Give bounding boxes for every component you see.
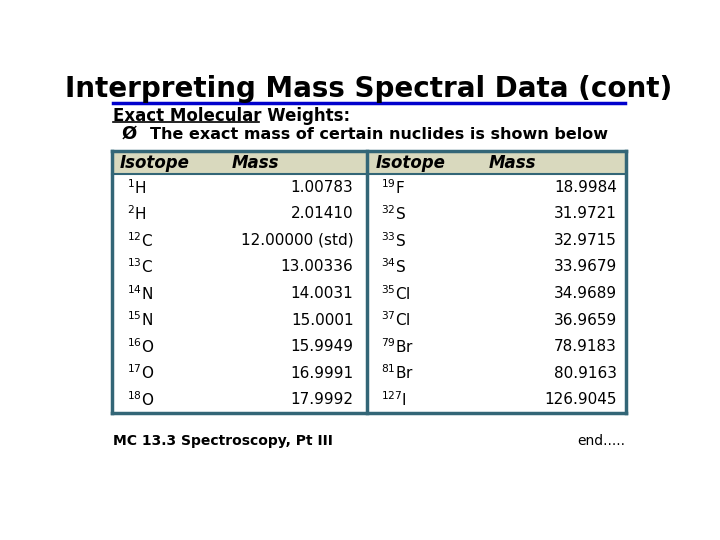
Text: 15.9949: 15.9949	[290, 339, 354, 354]
Text: 2.01410: 2.01410	[291, 206, 354, 221]
Text: 13.00336: 13.00336	[281, 259, 354, 274]
Text: Mass: Mass	[231, 153, 279, 172]
Text: end.....: end.....	[577, 434, 625, 448]
Text: $^{33}$S: $^{33}$S	[382, 231, 407, 250]
Text: 36.9659: 36.9659	[554, 313, 617, 328]
Text: $^{17}$O: $^{17}$O	[127, 364, 155, 382]
Text: 78.9183: 78.9183	[554, 339, 617, 354]
Text: The exact mass of certain nuclides is shown below: The exact mass of certain nuclides is sh…	[150, 126, 608, 141]
Text: $^{127}$I: $^{127}$I	[382, 390, 408, 409]
Text: $^{18}$O: $^{18}$O	[127, 390, 155, 409]
Text: $^{15}$N: $^{15}$N	[127, 310, 153, 329]
Bar	[112, 151, 626, 174]
Text: $^{79}$Br: $^{79}$Br	[382, 337, 415, 356]
Text: $^{2}$H: $^{2}$H	[127, 205, 147, 223]
Text: 16.9991: 16.9991	[290, 366, 354, 381]
Text: 15.0001: 15.0001	[291, 313, 354, 328]
Text: $^{34}$S: $^{34}$S	[382, 258, 407, 276]
Text: 33.9679: 33.9679	[554, 259, 617, 274]
Text: Exact Molecular Weights:: Exact Molecular Weights:	[113, 106, 351, 125]
Text: 31.9721: 31.9721	[554, 206, 617, 221]
Text: 14.0031: 14.0031	[291, 286, 354, 301]
Text: 17.9992: 17.9992	[290, 392, 354, 407]
Text: Isotope: Isotope	[375, 153, 445, 172]
Text: 18.9984: 18.9984	[554, 180, 617, 195]
Text: 12.00000 (std): 12.00000 (std)	[241, 233, 354, 248]
Text: $^{13}$C: $^{13}$C	[127, 258, 153, 276]
Text: $^{81}$Br: $^{81}$Br	[382, 364, 415, 382]
Text: 80.9163: 80.9163	[554, 366, 617, 381]
Text: $^{37}$Cl: $^{37}$Cl	[382, 310, 411, 329]
Text: $^{1}$H: $^{1}$H	[127, 178, 147, 197]
Text: Interpreting Mass Spectral Data (cont): Interpreting Mass Spectral Data (cont)	[66, 76, 672, 104]
Text: Mass: Mass	[489, 153, 536, 172]
Text: $^{14}$N: $^{14}$N	[127, 284, 153, 303]
Text: $^{12}$C: $^{12}$C	[127, 231, 153, 250]
Text: $^{16}$O: $^{16}$O	[127, 337, 155, 356]
Text: Ø: Ø	[121, 125, 136, 143]
Text: $^{32}$S: $^{32}$S	[382, 205, 407, 223]
Text: Isotope: Isotope	[120, 153, 189, 172]
Text: $^{19}$F: $^{19}$F	[382, 178, 405, 197]
Text: 32.9715: 32.9715	[554, 233, 617, 248]
Text: 126.9045: 126.9045	[544, 392, 617, 407]
Text: $^{35}$Cl: $^{35}$Cl	[382, 284, 411, 303]
Text: 1.00783: 1.00783	[291, 180, 354, 195]
Text: MC 13.3 Spectroscopy, Pt III: MC 13.3 Spectroscopy, Pt III	[113, 434, 333, 448]
Text: 34.9689: 34.9689	[554, 286, 617, 301]
